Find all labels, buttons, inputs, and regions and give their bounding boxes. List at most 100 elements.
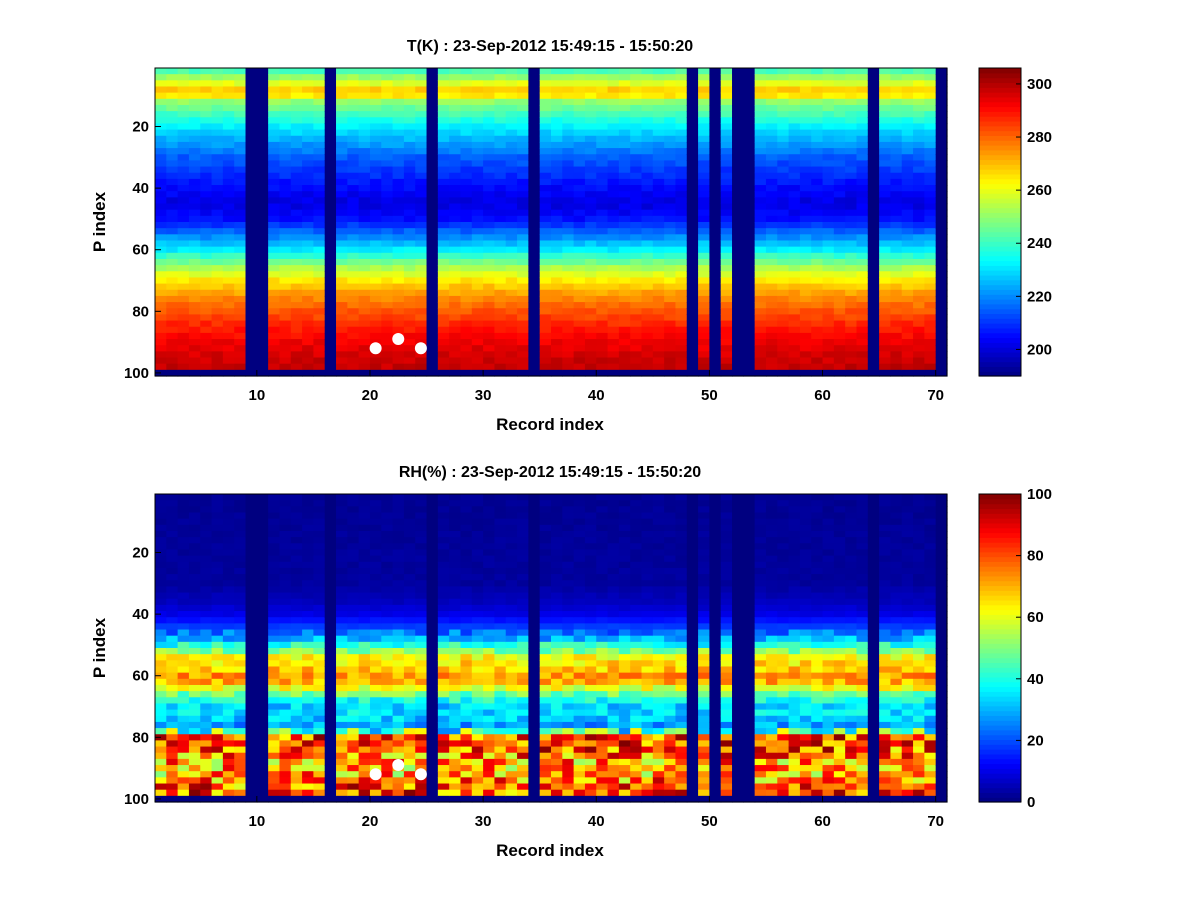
heatmap-cell <box>788 203 801 211</box>
heatmap-cell <box>845 154 858 161</box>
heatmap-cell <box>460 277 473 285</box>
heatmap-cell <box>551 203 563 211</box>
heatmap-cell <box>369 660 382 668</box>
heatmap-cell <box>415 549 428 557</box>
heatmap-cell <box>290 74 303 81</box>
heatmap-cell <box>460 314 473 322</box>
heatmap-cell <box>743 209 756 217</box>
heatmap-cell <box>471 289 484 297</box>
heatmap-cell <box>324 715 337 723</box>
heatmap-cell <box>415 506 428 514</box>
heatmap-cell <box>584 283 597 291</box>
heatmap-cell <box>743 117 756 125</box>
heatmap-cell <box>347 586 360 594</box>
heatmap-cell <box>381 574 394 581</box>
heatmap-cell <box>879 295 892 303</box>
heatmap-cell <box>562 172 575 180</box>
heatmap-cell <box>313 98 326 106</box>
heatmap-cell <box>777 314 790 322</box>
heatmap-cell <box>890 197 903 205</box>
heatmap-cell <box>166 172 179 180</box>
heatmap-cell <box>177 111 190 118</box>
heatmap-cell <box>426 728 439 735</box>
heatmap-cell <box>720 191 733 198</box>
heatmap-cell <box>155 357 167 365</box>
heatmap-cell <box>177 684 190 692</box>
heatmap-cell <box>313 258 326 266</box>
heatmap-cell <box>539 246 552 254</box>
colorbar-segment <box>979 250 1021 257</box>
heatmap-cell <box>256 240 269 248</box>
heatmap-cell <box>200 332 213 340</box>
heatmap-cell <box>188 154 201 161</box>
heatmap-cell <box>517 234 529 242</box>
heatmap-cell <box>539 320 552 328</box>
heatmap-cell <box>460 660 473 668</box>
heatmap-cell <box>313 703 326 711</box>
heatmap-cell <box>584 172 597 180</box>
heatmap-cell <box>381 203 394 211</box>
heatmap-cell <box>449 752 462 760</box>
heatmap-cell <box>641 222 654 229</box>
heatmap-cell <box>369 734 382 741</box>
heatmap-cell <box>743 80 756 88</box>
heatmap-cell <box>392 326 405 334</box>
heatmap-cell <box>573 240 586 248</box>
heatmap-cell <box>211 172 224 180</box>
heatmap-cell <box>279 672 292 680</box>
heatmap-cell <box>336 709 348 717</box>
heatmap-cell <box>290 641 303 649</box>
heatmap-cell <box>188 92 201 100</box>
heatmap-cell <box>913 295 925 303</box>
heatmap-cell <box>494 178 507 186</box>
heatmap-cell <box>358 543 371 551</box>
heatmap-cell <box>449 302 462 309</box>
heatmap-cell <box>867 209 880 217</box>
heatmap-cell <box>268 592 281 600</box>
heatmap-cell <box>494 215 507 223</box>
heatmap-cell <box>630 222 643 229</box>
heatmap-cell <box>324 209 337 217</box>
heatmap-cell <box>596 326 609 334</box>
heatmap-cell <box>845 197 858 205</box>
heatmap-cell <box>188 721 201 729</box>
heatmap-cell <box>449 549 462 557</box>
heatmap-cell <box>392 98 405 106</box>
heatmap-cell <box>641 80 654 88</box>
heatmap-cell <box>256 154 269 161</box>
heatmap-cell <box>403 258 416 266</box>
heatmap-cell <box>155 289 167 297</box>
heatmap-cell <box>913 141 925 149</box>
heatmap-cell <box>222 141 235 149</box>
heatmap-cell <box>324 654 337 661</box>
heatmap-cell <box>256 524 269 532</box>
heatmap-cell <box>166 308 179 315</box>
heatmap-cell <box>347 703 360 711</box>
heatmap-cell <box>324 314 337 322</box>
heatmap-cell <box>222 154 235 161</box>
heatmap-cell <box>732 234 744 242</box>
heatmap-cell <box>222 518 235 526</box>
heatmap-cell <box>166 277 179 285</box>
heatmap-cell <box>856 357 869 365</box>
heatmap-cell <box>166 574 179 581</box>
heatmap-cell <box>584 234 597 242</box>
heatmap-cell <box>234 611 247 618</box>
heatmap-cell <box>347 648 360 655</box>
heatmap-cell <box>641 289 654 297</box>
heatmap-cell <box>313 752 326 760</box>
heatmap-cell <box>426 641 439 649</box>
heatmap-cell <box>211 326 224 334</box>
heatmap-cell <box>403 654 416 661</box>
heatmap-cell <box>245 129 258 137</box>
heatmap-cell <box>505 160 518 168</box>
heatmap-cell <box>437 740 450 748</box>
heatmap-cell <box>200 222 213 229</box>
heatmap-cell <box>234 678 247 686</box>
heatmap-cell <box>924 209 937 217</box>
heatmap-cell <box>584 308 597 315</box>
heatmap-cell <box>166 271 179 279</box>
heatmap-cell <box>313 148 326 155</box>
heatmap-cell <box>166 141 179 149</box>
heatmap-cell <box>924 129 937 137</box>
